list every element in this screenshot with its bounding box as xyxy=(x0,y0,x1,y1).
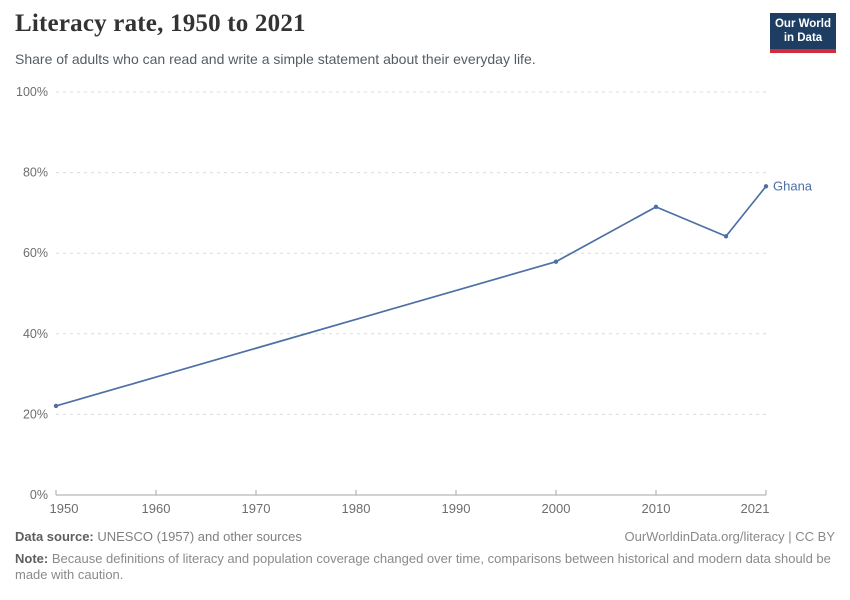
y-tick-label: 40% xyxy=(23,327,48,341)
chart-subtitle: Share of adults who can read and write a… xyxy=(15,51,536,67)
note-label: Note: xyxy=(15,551,49,566)
x-tick-label: 2000 xyxy=(542,501,571,516)
chart-note: Note: Because definitions of literacy an… xyxy=(15,551,835,582)
data-point[interactable] xyxy=(763,184,769,189)
owid-logo[interactable]: Our World in Data xyxy=(770,13,836,54)
line-chart[interactable]: 0% 20% 40% 60% 80% 100% 1950 1960 1970 1980 1990 20… xyxy=(0,0,850,525)
data-source-label: Data source: xyxy=(15,529,94,544)
y-tick-label: 0% xyxy=(30,488,48,502)
license-link[interactable]: OurWorldinData.org/literacy | CC BY xyxy=(624,529,835,544)
chart-footer: Data source: UNESCO (1957) and other sou… xyxy=(15,529,835,582)
series-end-label[interactable]: Ghana xyxy=(773,178,813,193)
data-point[interactable] xyxy=(723,234,729,239)
x-tick-label: 1970 xyxy=(242,501,271,516)
y-tick-label: 100% xyxy=(16,85,48,99)
data-point[interactable] xyxy=(53,403,59,409)
y-tick-label: 80% xyxy=(23,166,48,180)
y-tick-label: 20% xyxy=(23,407,48,421)
x-tick-label: 1950 xyxy=(50,501,79,516)
series-line-ghana[interactable] xyxy=(55,185,767,407)
data-source: Data source: UNESCO (1957) and other sou… xyxy=(15,529,302,544)
owid-logo-line1: Our World xyxy=(774,18,831,30)
x-tick-label: 1990 xyxy=(442,501,471,516)
x-tick-label: 1980 xyxy=(342,501,371,516)
x-tick-label: 2010 xyxy=(642,501,671,516)
x-tick-label: 1960 xyxy=(142,501,171,516)
x-tick-label: 2021 xyxy=(741,501,770,516)
owid-logo-line2: in Data xyxy=(783,31,823,44)
data-point[interactable] xyxy=(553,259,559,264)
data-source-text: UNESCO (1957) and other sources xyxy=(93,529,302,544)
page-title: Literacy rate, 1950 to 2021 xyxy=(15,10,306,37)
y-tick-label: 60% xyxy=(23,246,48,260)
note-text: Because definitions of literacy and popu… xyxy=(15,551,831,582)
data-point[interactable] xyxy=(653,204,659,210)
